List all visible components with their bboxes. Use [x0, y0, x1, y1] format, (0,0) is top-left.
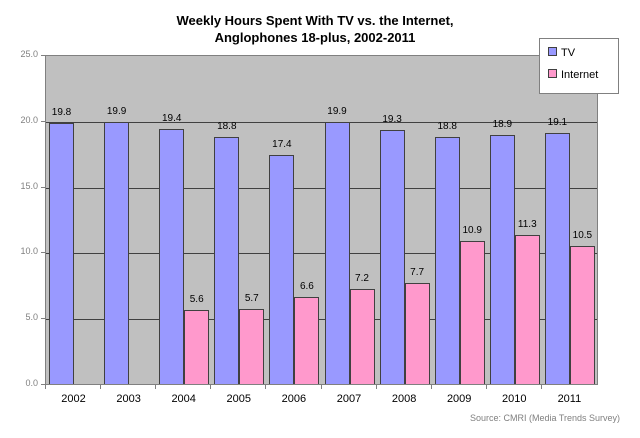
- data-label: 18.8: [437, 120, 457, 132]
- data-label: 18.9: [492, 119, 513, 131]
- gridline: [46, 121, 597, 123]
- internet-bar-2004: [184, 310, 210, 384]
- tv-bar-2004: [159, 128, 185, 384]
- internet-bar-2009: [459, 240, 485, 384]
- tv-bar-2003: [104, 122, 130, 384]
- data-label: 19.8: [51, 107, 72, 119]
- data-label: 11.3: [517, 219, 537, 231]
- y-tick: [41, 186, 45, 188]
- x-tick: [540, 385, 542, 389]
- y-tick: [41, 318, 45, 320]
- x-tick-label: 2009: [446, 393, 472, 405]
- tv-bar-2008: [379, 130, 405, 384]
- y-tick-label: 25.0: [20, 49, 38, 59]
- data-label: 5.7: [244, 292, 259, 304]
- tv-bar-2002: [49, 123, 74, 384]
- internet-bar-2010: [514, 235, 540, 384]
- legend-item-internet: Internet: [548, 69, 598, 81]
- x-tick-label: 2007: [336, 393, 362, 405]
- data-label: 17.4: [272, 139, 292, 151]
- data-label: 19.4: [161, 112, 182, 124]
- internet-bar-2007: [349, 289, 375, 384]
- y-axis: [45, 55, 46, 385]
- internet-swatch-icon: [548, 69, 557, 78]
- tv-bar-2011: [544, 132, 570, 384]
- x-axis: [45, 384, 598, 385]
- tv-bar-2005: [214, 136, 240, 384]
- gridline: [46, 187, 597, 189]
- x-tick-label: 2003: [116, 393, 141, 405]
- legend-label-tv: TV: [561, 47, 576, 59]
- tv-bar-2009: [434, 136, 460, 384]
- x-tick: [155, 385, 157, 389]
- data-label: 7.2: [355, 273, 369, 285]
- data-label: 19.9: [106, 106, 127, 118]
- chart-title: Weekly Hours Spent With TV vs. the Inter…: [150, 12, 480, 46]
- internet-bar-2011: [569, 245, 595, 384]
- chart-title-line2: Anglophones 18-plus, 2002-2011: [214, 30, 416, 45]
- y-tick-label: 20.0: [20, 114, 38, 125]
- x-tick: [265, 385, 267, 389]
- x-tick-label: 2002: [61, 393, 86, 405]
- y-tick: [41, 120, 45, 122]
- y-tick: [41, 384, 45, 385]
- x-tick-label: 2005: [226, 393, 252, 405]
- tv-bar-2007: [324, 122, 350, 384]
- x-tick-label: 2011: [557, 393, 582, 405]
- x-tick-label: 2008: [391, 393, 417, 405]
- x-tick-label: 2004: [171, 393, 196, 405]
- legend-label-internet: Internet: [561, 69, 599, 81]
- x-tick: [485, 385, 487, 389]
- legend-item-tv: TV: [548, 47, 575, 59]
- y-tick-label: 5.0: [25, 312, 38, 323]
- y-tick-label: 10.0: [20, 246, 38, 257]
- tv-bar-2006: [269, 155, 295, 384]
- data-label: 5.6: [189, 294, 204, 306]
- x-tick-label: 2006: [281, 393, 307, 405]
- x-tick: [320, 385, 322, 389]
- legend: TV Internet: [539, 38, 619, 94]
- tv-swatch-icon: [548, 47, 557, 56]
- gridline: [46, 253, 597, 255]
- data-label: 10.5: [572, 229, 593, 241]
- gridline: [46, 319, 597, 321]
- data-label: 18.8: [217, 120, 237, 132]
- x-tick: [45, 385, 46, 389]
- internet-bar-2005: [239, 308, 265, 384]
- data-label: 10.9: [462, 224, 482, 236]
- data-label: 19.3: [382, 114, 402, 125]
- internet-bar-2006: [294, 297, 320, 384]
- x-tick: [375, 385, 377, 389]
- data-label: 6.6: [299, 281, 314, 293]
- data-label: 19.1: [547, 116, 568, 128]
- y-tick: [41, 252, 45, 254]
- source-note: Source: CMRI (Media Trends Survey): [469, 413, 620, 423]
- x-tick: [210, 385, 212, 389]
- y-tick-label: 0.0: [25, 378, 38, 388]
- y-tick: [41, 55, 45, 56]
- x-tick: [100, 385, 102, 389]
- x-tick: [430, 385, 432, 389]
- y-tick-label: 15.0: [20, 180, 38, 191]
- internet-bar-2008: [404, 282, 430, 384]
- data-label: 19.9: [327, 106, 347, 118]
- data-label: 7.7: [410, 266, 425, 278]
- x-tick-label: 2010: [502, 393, 527, 405]
- chart-title-line1: Weekly Hours Spent With TV vs. the Inter…: [176, 13, 454, 28]
- tv-bar-2010: [489, 135, 515, 384]
